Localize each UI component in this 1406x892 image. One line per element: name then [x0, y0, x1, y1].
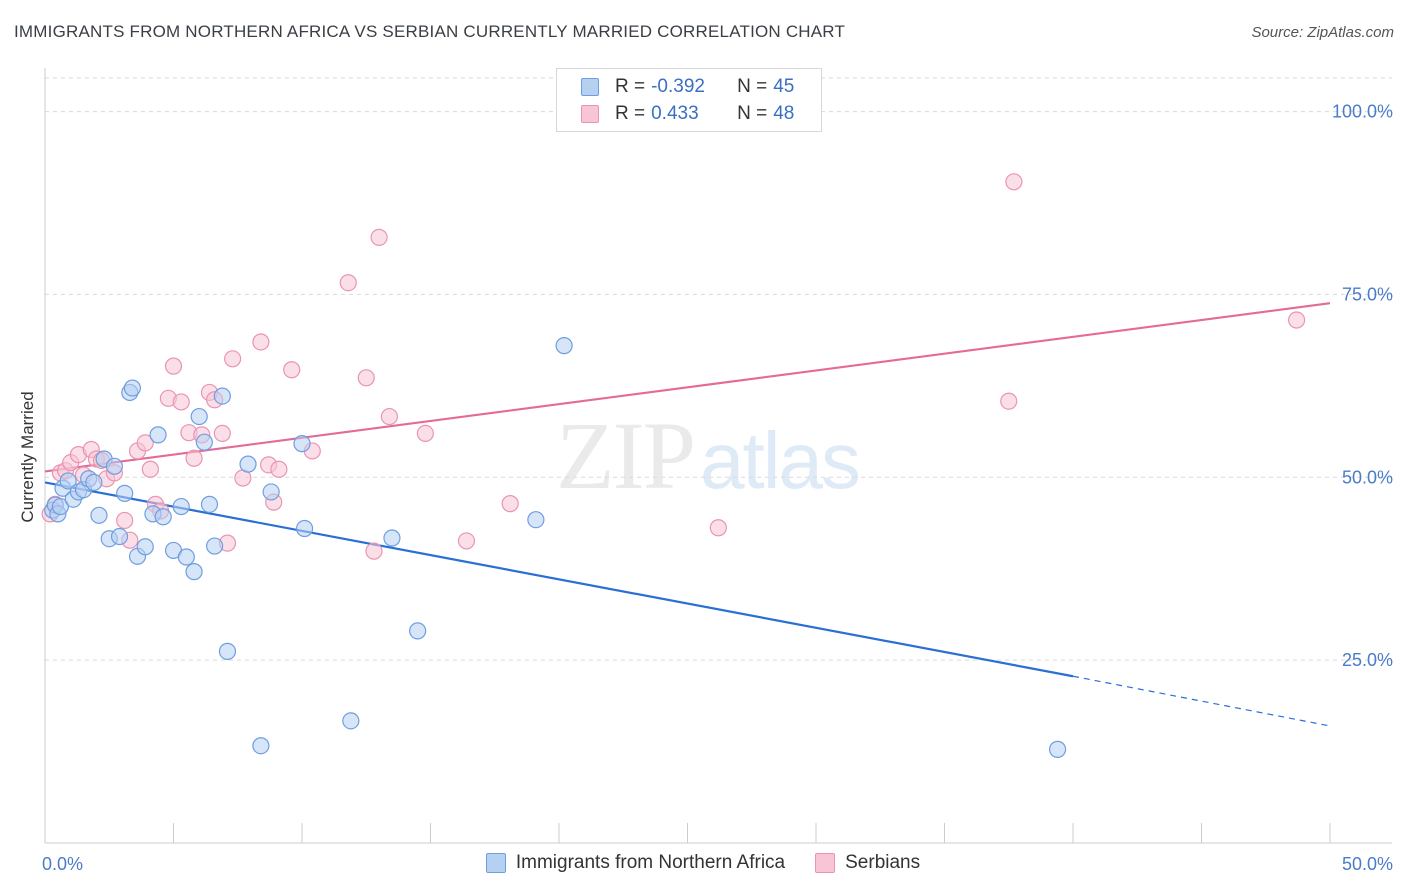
source-label: Source: ZipAtlas.com [1251, 24, 1394, 41]
y-tick-label: 25.0% [1342, 650, 1393, 670]
trend-line-serbians [44, 302, 1331, 473]
point-northern-africa [1048, 740, 1067, 758]
series-legend-item-2[interactable]: Serbians [815, 852, 920, 874]
series-legend-item-1[interactable]: Immigrants from Northern Africa [485, 852, 786, 874]
point-northern-africa [116, 484, 134, 502]
point-northern-africa [295, 519, 314, 538]
y-tick-label: 100.0% [1332, 102, 1393, 122]
series1-label: Immigrants from Northern Africa [515, 852, 786, 873]
point-serbians [252, 333, 270, 351]
x-tick-label: 50.0% [1342, 854, 1393, 874]
grid-lines [45, 77, 1392, 661]
point-northern-africa [218, 642, 237, 660]
point-northern-africa [85, 473, 103, 492]
point-northern-africa [555, 337, 573, 355]
point-serbians [365, 542, 383, 560]
point-serbians [1287, 311, 1306, 329]
watermark: ZIPatlas [556, 400, 861, 511]
point-serbians [457, 532, 476, 550]
point-northern-africa [262, 483, 280, 501]
series-legend: Immigrants from Northern Africa Serbians [0, 852, 1406, 874]
point-serbians [283, 361, 301, 379]
point-northern-africa [154, 508, 172, 526]
y-tick-label: 75.0% [1342, 284, 1393, 304]
point-northern-africa [527, 511, 545, 529]
point-northern-africa [51, 497, 70, 516]
point-northern-africa [195, 433, 213, 451]
point-serbians [141, 460, 159, 478]
legend-swatch-series1 [581, 78, 599, 96]
point-serbians [1005, 173, 1023, 191]
legend-row-series1: R = -0.392 N = 45 [581, 74, 794, 100]
data-points [41, 173, 1306, 758]
legend-r-value: -0.392 [651, 76, 705, 97]
trend-line-northern-africa-extrapolated [1072, 675, 1331, 727]
legend-r-label: R = [615, 103, 646, 124]
point-northern-africa [110, 527, 129, 546]
point-northern-africa [136, 538, 154, 556]
point-northern-africa [90, 506, 108, 524]
point-serbians [185, 449, 203, 467]
point-northern-africa [409, 622, 427, 640]
point-northern-africa [342, 712, 360, 730]
point-serbians [213, 424, 231, 442]
point-northern-africa [190, 407, 208, 426]
point-northern-africa [293, 435, 311, 453]
axes [44, 68, 1392, 844]
point-northern-africa [213, 387, 231, 405]
point-serbians [1000, 392, 1018, 410]
legend-n-value: 48 [773, 103, 795, 124]
point-northern-africa [252, 737, 270, 755]
point-serbians [380, 407, 398, 426]
legend-n-label: N = [737, 103, 768, 124]
watermark-zip: ZIP [556, 402, 696, 509]
legend-n-label: N = [737, 76, 768, 97]
point-serbians [270, 460, 288, 478]
point-serbians [501, 495, 519, 513]
point-northern-africa [105, 457, 123, 475]
point-serbians [709, 519, 727, 537]
point-northern-africa [172, 497, 190, 516]
point-serbians [370, 228, 388, 246]
legend-swatch-series2 [581, 105, 599, 123]
point-northern-africa [383, 529, 401, 547]
legend-r-label: R = [615, 76, 646, 97]
series2-label: Serbians [845, 852, 921, 873]
point-northern-africa [59, 472, 77, 490]
point-serbians [224, 350, 242, 368]
point-serbians [136, 434, 154, 452]
point-serbians [172, 393, 190, 411]
watermark-atlas: atlas [700, 416, 861, 505]
chart-title: IMMIGRANTS FROM NORTHERN AFRICA VS SERBI… [14, 22, 846, 41]
point-northern-africa [200, 495, 219, 513]
point-serbians [357, 369, 375, 387]
point-northern-africa [185, 563, 203, 581]
point-northern-africa [239, 455, 257, 473]
trend-line-northern-africa [44, 481, 1074, 678]
point-northern-africa [123, 379, 141, 397]
series1-swatch [485, 853, 506, 873]
y-tick-label: 50.0% [1342, 467, 1393, 487]
point-northern-africa [206, 537, 224, 555]
series2-swatch [815, 853, 836, 873]
correlation-legend: R = -0.392 N = 45 R = 0.433 N = 48 [556, 68, 822, 132]
point-serbians [416, 424, 434, 442]
point-serbians [116, 511, 134, 530]
point-northern-africa [177, 548, 195, 566]
legend-r-value: 0.433 [651, 103, 699, 124]
legend-n-value: 45 [773, 76, 795, 97]
x-tick-label: 0.0% [42, 854, 83, 874]
point-serbians [164, 357, 183, 375]
trend-lines [44, 302, 1331, 727]
point-northern-africa [149, 426, 167, 444]
legend-row-series2: R = 0.433 N = 48 [581, 101, 794, 127]
y-axis-title: Currently Married [18, 391, 37, 522]
point-serbians [339, 274, 357, 292]
tick-labels: 25.0% 50.0% 75.0% 100.0% 0.0% 50.0% [42, 102, 1393, 874]
